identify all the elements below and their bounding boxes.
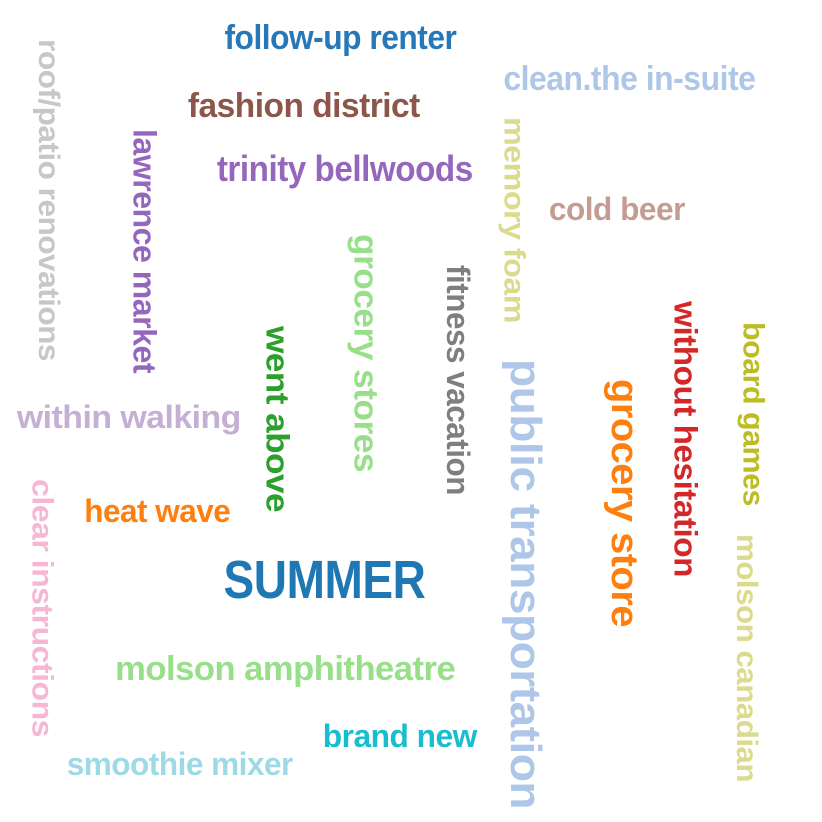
word-molson-amphitheatre: molson amphitheatre [114, 650, 456, 688]
word-lawrence-market: lawrence market [127, 128, 163, 374]
word-clean-the-in-suite: clean.the in-suite [502, 60, 756, 98]
word-smoothie-mixer: smoothie mixer [66, 746, 294, 782]
word-roof-patio-renovations: roof/patio renovations [32, 39, 65, 361]
word-within-walking: within walking [17, 399, 241, 435]
word-went-above: went above [259, 325, 296, 513]
word-grocery-stores: grocery stores [346, 234, 385, 472]
word-brand-new: brand new [323, 718, 477, 754]
word-memory-foam: memory foam [497, 117, 531, 323]
word-clear-instructions: clear instructions [26, 479, 60, 737]
word-grocery-store: grocery store [602, 379, 645, 627]
word-fashion-district: fashion district [188, 87, 420, 125]
word-molson-canadian: molson canadian [730, 533, 763, 783]
word-heat-wave: heat wave [84, 493, 230, 529]
word-public-transportation: public transportation [501, 358, 550, 810]
word-without-hesitation: without hesitation [667, 301, 703, 577]
word-cold-beer: cold beer [549, 191, 685, 227]
word-fitness-vacation: fitness vacation [439, 265, 476, 495]
word-summer: SUMMER [223, 550, 425, 610]
word-trinity-bellwoods: trinity bellwoods [217, 148, 473, 189]
word-follow-up-renter: follow-up renter [224, 19, 456, 57]
word-board-games: board games [736, 322, 770, 506]
